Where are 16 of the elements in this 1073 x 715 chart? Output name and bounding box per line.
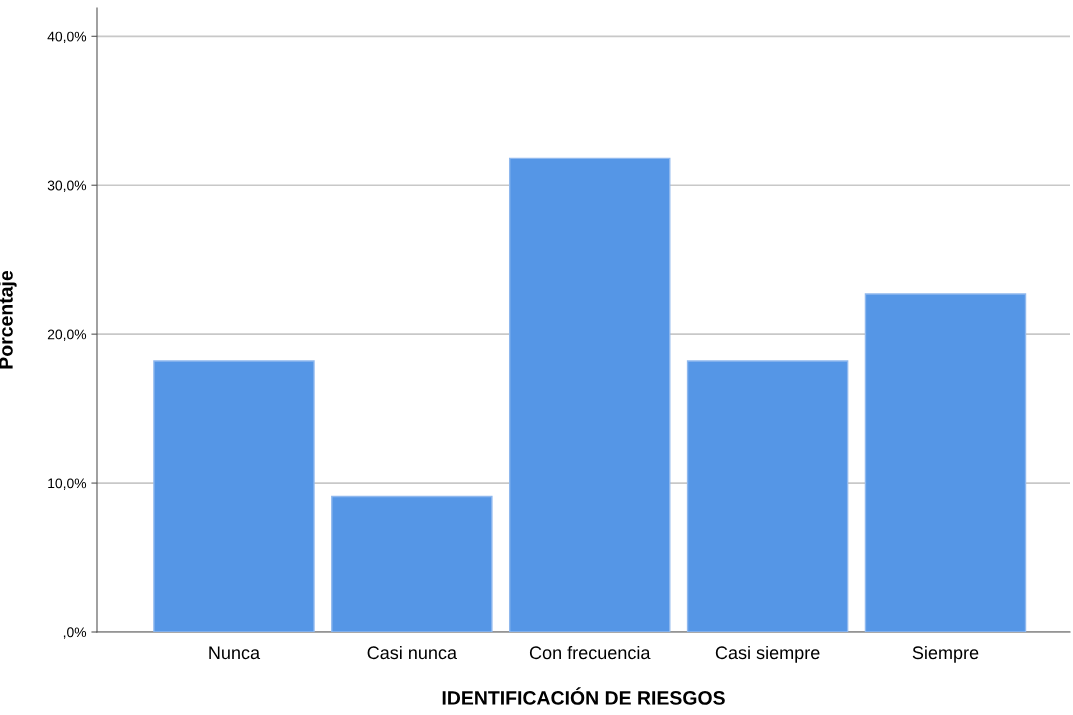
bar [686,360,849,632]
bar [331,495,493,632]
y-tick-label: 40,0% [47,31,87,44]
y-tick-label: 30,0% [47,180,87,193]
y-tick-label: 20,0% [47,329,87,341]
x-axis-title: IDENTIFICACIÓN DE RIESGOS [442,687,725,705]
bar [508,157,671,632]
x-tick-label: Casi nunca [367,645,458,660]
y-tick-label: 10,0% [48,478,87,490]
x-tick-label: Con frecuencia [529,645,651,660]
bar [153,360,315,632]
x-tick-label: Siempre [912,645,979,663]
x-tick-label: Casi siempre [715,645,820,663]
bar [864,293,1027,632]
y-tick-label: ,0% [63,627,87,639]
x-tick-label: Nunca [209,646,261,660]
